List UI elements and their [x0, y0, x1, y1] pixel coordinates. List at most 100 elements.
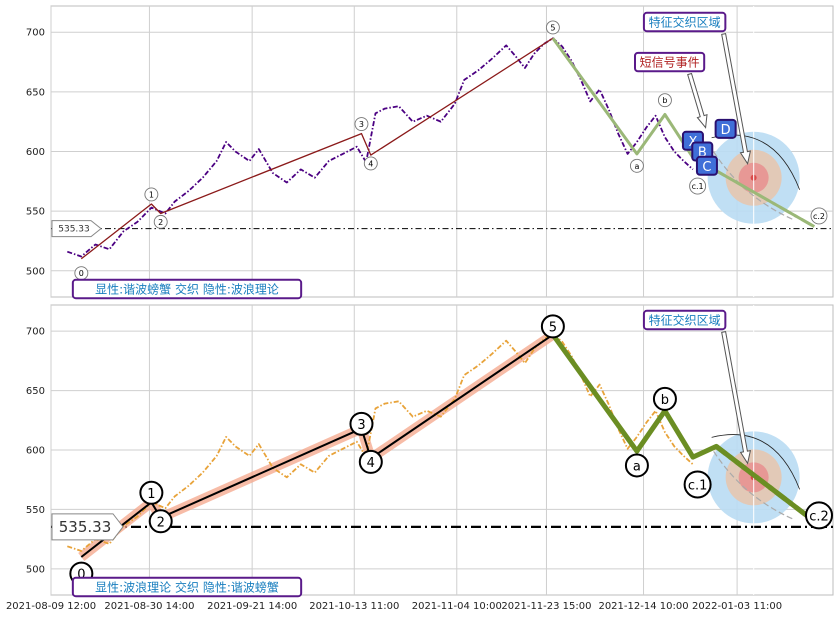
wave-label-a: a — [629, 158, 644, 173]
reference-value-label: 535.33 — [58, 225, 90, 235]
wave-label-text: 0 — [79, 269, 84, 278]
series-impulse-wave — [80, 37, 554, 260]
feature-zone-label-text: 特征交织区域 — [649, 312, 721, 327]
wave-label-circle — [629, 158, 644, 173]
wave-label-text: a — [633, 459, 641, 474]
signal-point-text: C — [702, 160, 711, 175]
reference-value-label: 535.33 — [59, 518, 112, 536]
wave-label-a: a — [624, 453, 649, 478]
wave-label-c.1: c.1 — [683, 470, 712, 499]
short-signal-arrow-shape — [687, 72, 708, 129]
series-price — [67, 332, 694, 552]
panel-legend-frame — [71, 278, 303, 300]
wave-label-5: 5 — [540, 314, 565, 339]
wave-label-text: c.2 — [809, 509, 829, 524]
feature-zone-arrow-shape — [721, 331, 752, 465]
wave-label-c.2: c.2 — [810, 207, 828, 225]
y-tick-label: 700 — [26, 327, 45, 338]
target-zone — [707, 6, 801, 297]
wave-label-circle — [545, 20, 560, 35]
panel-legend-text: 显性:谐波螃蟹 交织 隐性:波浪理论 — [95, 281, 279, 296]
x-axis: 2021-08-09 12:00 2021-08-30 14:00 2021-09-… — [6, 601, 782, 612]
reference-value-tag: 535.33 — [51, 220, 102, 238]
panel-legend: 显性:波浪理论 交织 隐性:谐波螃蟹 — [71, 576, 303, 598]
wave-label-circle — [148, 509, 173, 534]
feature-zone-arrow-shape — [721, 33, 752, 165]
wave-label-circle — [804, 501, 833, 530]
corrective-wave-projection — [692, 156, 816, 228]
wave-label-5: 5 — [545, 20, 560, 35]
short-signal-label: 短信号事件 — [633, 51, 706, 73]
wave-label-text: 4 — [368, 159, 373, 168]
wave-label-text: 5 — [550, 23, 555, 32]
wave-label-b: b — [657, 93, 672, 108]
x-tick-label: 2021-11-04 10:00 — [412, 601, 502, 612]
wave-label-2: 2 — [153, 214, 168, 229]
top-chart-panel: 500550600650700012345abc.1c.2XBCD535.33特… — [26, 5, 834, 300]
short-signal-arrow — [687, 72, 708, 129]
signal-point-D: D — [714, 118, 737, 139]
wave-label-c.2: c.2 — [804, 501, 833, 530]
feature-zone-arrow — [721, 331, 752, 465]
x-tick-label: 2021-11-23 15:00 — [501, 601, 591, 612]
signal-point-box — [714, 118, 737, 139]
y-tick-label: 700 — [26, 28, 45, 39]
wave-label-b: b — [652, 386, 677, 411]
y-tick-label: 500 — [26, 564, 45, 575]
x-tick-label: 2021-08-09 12:00 — [6, 601, 96, 612]
wave-label-text: 1 — [149, 190, 154, 199]
reference-value-tag-shape — [51, 513, 124, 541]
short-signal-label-frame — [633, 51, 706, 73]
y-tick-label: 550 — [26, 207, 45, 218]
wave-label-circle — [810, 207, 828, 225]
x-tick-label: 2021-09-21 14:00 — [207, 601, 297, 612]
wave-label-4: 4 — [363, 156, 378, 171]
signal-point-text: D — [721, 123, 731, 138]
wave-label-circle — [683, 470, 712, 499]
y-tick-label: 650 — [26, 386, 45, 397]
wave-label-circle — [657, 93, 672, 108]
panel-legend: 显性:谐波螃蟹 交织 隐性:波浪理论 — [71, 278, 303, 300]
reference-value-tag: 535.33 — [51, 513, 124, 541]
wave-label-text: c.1 — [688, 478, 708, 493]
feature-zone-label: 特征交织区域 — [642, 11, 727, 33]
y-tick-label: 550 — [26, 505, 45, 516]
wave-label-text: c.1 — [692, 182, 704, 191]
wave-label-circle — [358, 449, 383, 474]
y-tick-label: 600 — [26, 446, 45, 457]
signal-point-box — [695, 155, 718, 176]
series-corrective-wave — [550, 333, 821, 527]
wave-label-circle — [139, 480, 164, 505]
feature-zone-label-frame — [642, 11, 727, 33]
x-tick-label: 2021-08-30 14:00 — [104, 601, 194, 612]
x-tick-label: 2022-01-03 11:00 — [692, 601, 782, 612]
target-zone-guide — [713, 151, 794, 221]
wave-label-4: 4 — [358, 449, 383, 474]
wave-label-text: 3 — [357, 418, 365, 433]
wave-label-text: a — [634, 162, 639, 171]
wave-label-circle — [652, 386, 677, 411]
wave-label-text: c.2 — [813, 212, 825, 221]
wave-label-text: 3 — [359, 120, 364, 129]
wave-label-c.1: c.1 — [689, 177, 707, 195]
x-tick-label: 2021-12-14 10:00 — [598, 601, 688, 612]
panel-legend-frame — [71, 576, 303, 598]
corrective-wave-projection — [714, 444, 821, 527]
feature-zone-label-frame — [642, 309, 727, 331]
y-tick-label: 650 — [26, 87, 45, 98]
reference-value-tag-shape — [51, 220, 102, 238]
wave-label-1: 1 — [144, 187, 159, 202]
wave-label-circle — [153, 214, 168, 229]
feature-zone-label: 特征交织区域 — [642, 309, 727, 331]
wave-label-circle — [354, 117, 369, 132]
wave-label-3: 3 — [349, 411, 374, 436]
wave-label-circle — [540, 314, 565, 339]
wave-label-circle — [363, 156, 378, 171]
wave-label-text: 1 — [147, 487, 155, 502]
wave-label-1: 1 — [139, 480, 164, 505]
wave-label-text: 2 — [158, 218, 163, 227]
wave-label-circle — [349, 411, 374, 436]
wave-label-text: 2 — [157, 515, 165, 530]
short-signal-label-text: 短信号事件 — [640, 55, 700, 69]
y-tick-label: 500 — [26, 266, 45, 277]
